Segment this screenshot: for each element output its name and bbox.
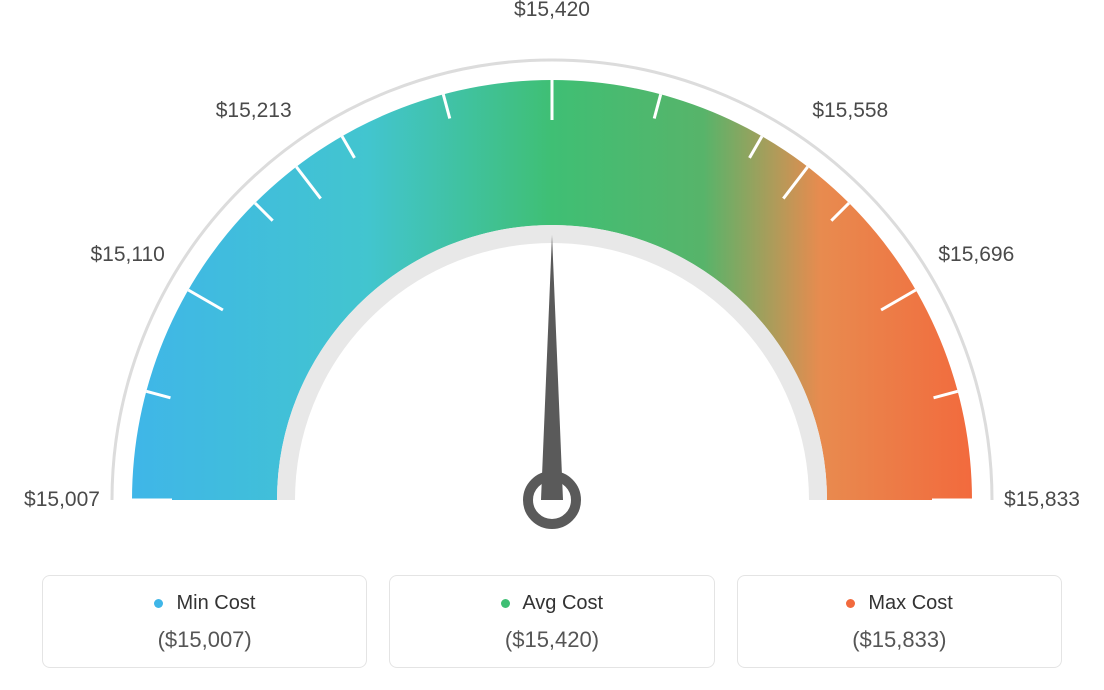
dot-icon xyxy=(154,599,163,608)
legend-row: Min Cost ($15,007) Avg Cost ($15,420) Ma… xyxy=(42,575,1062,668)
chart-container: $15,007 $15,110 $15,213 $15,420 $15,558 $15,6… xyxy=(0,0,1104,690)
legend-card-min: Min Cost ($15,007) xyxy=(42,575,367,668)
legend-label: Avg Cost xyxy=(522,592,603,614)
gauge-tick-label: $15,110 xyxy=(90,243,164,267)
legend-label: Min Cost xyxy=(176,592,255,614)
legend-title-avg: Avg Cost xyxy=(400,592,703,615)
legend-card-max: Max Cost ($15,833) xyxy=(737,575,1062,668)
legend-title-min: Min Cost xyxy=(53,592,356,615)
gauge-tick-label: $15,696 xyxy=(938,243,1014,267)
gauge-tick-label: $15,420 xyxy=(514,0,590,22)
legend-label: Max Cost xyxy=(868,592,952,614)
legend-card-avg: Avg Cost ($15,420) xyxy=(389,575,714,668)
dot-icon xyxy=(501,599,510,608)
gauge-tick-label: $15,213 xyxy=(216,99,292,123)
legend-value-min: ($15,007) xyxy=(53,627,356,653)
gauge-tick-label: $15,558 xyxy=(812,99,888,123)
legend-value-max: ($15,833) xyxy=(748,627,1051,653)
dot-icon xyxy=(846,599,855,608)
legend-value-avg: ($15,420) xyxy=(400,627,703,653)
gauge-tick-label: $15,007 xyxy=(24,488,100,512)
legend-title-max: Max Cost xyxy=(748,592,1051,615)
gauge-tick-label: $15,833 xyxy=(1004,488,1080,512)
gauge-chart: $15,007 $15,110 $15,213 $15,420 $15,558 $15,6… xyxy=(0,0,1104,560)
